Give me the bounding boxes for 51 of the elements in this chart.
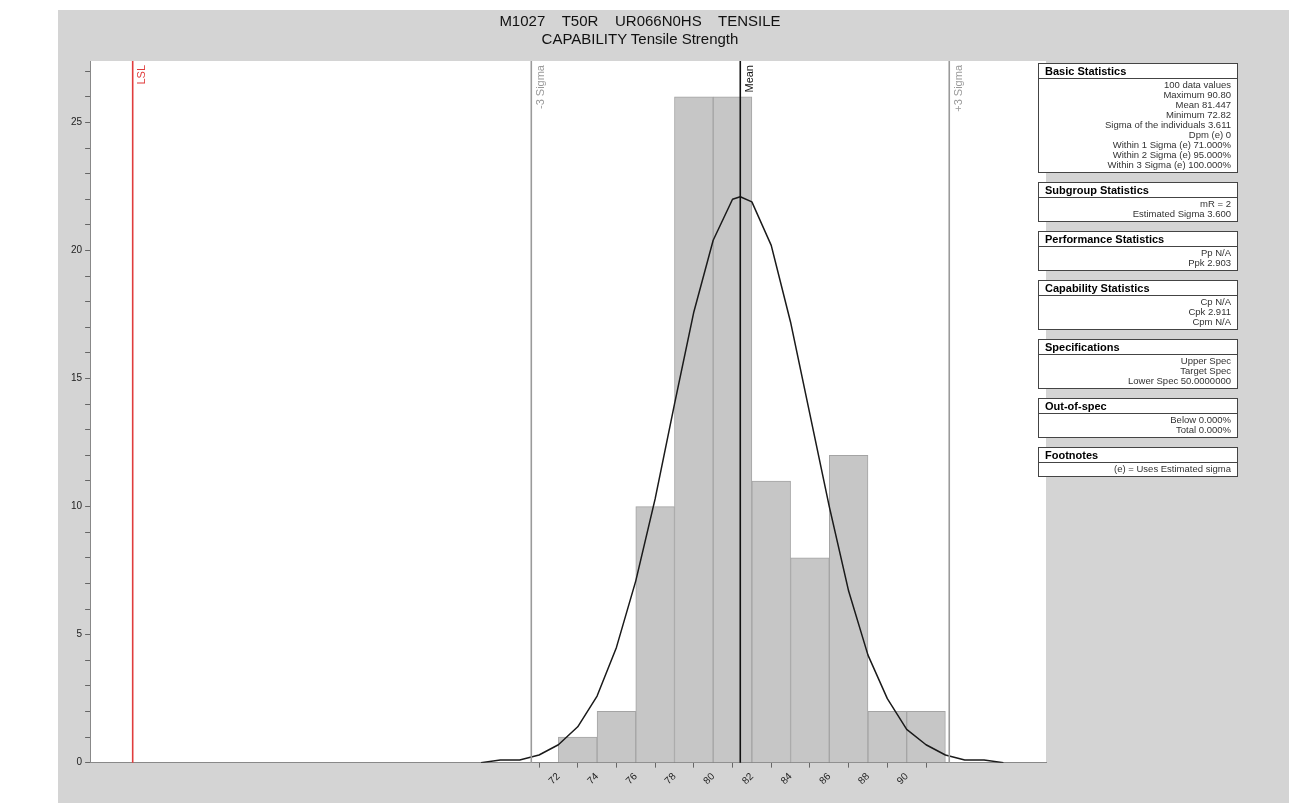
text: 100 data values — [1162, 79, 1231, 90]
x-tick-label: 80 — [700, 770, 717, 787]
text: Dpm (e) 0 — [1187, 129, 1231, 140]
text: Cpk 2.911 — [1187, 306, 1231, 317]
text: Within 1 Sigma (e) 71.000% — [1111, 139, 1231, 150]
text: Lower Spec 50.0000000 — [1127, 375, 1231, 386]
x-tick-label: 84 — [778, 770, 795, 787]
text: Footnotes — [1039, 448, 1237, 463]
text: Target Spec — [1179, 365, 1231, 376]
text: Below 0.000% — [1169, 414, 1231, 425]
x-tick-label: 88 — [855, 770, 872, 787]
text: Mean 81.447 — [1174, 99, 1231, 110]
text: Ppk 2.903 — [1187, 257, 1231, 268]
text: Upper Spec — [1179, 355, 1231, 366]
y-tick-label: 15 — [71, 372, 83, 384]
ref-line-label: Mean — [742, 65, 755, 93]
y-tick-label: 10 — [71, 500, 83, 512]
text: Basic Statistics — [1039, 64, 1237, 79]
text: (e) = Uses Estimated sigma — [1113, 463, 1231, 474]
text: Estimated Sigma 3.600 — [1131, 208, 1231, 219]
text: Performance Statistics — [1039, 232, 1237, 247]
text: Total 0.000% — [1175, 424, 1231, 435]
y-tick-label: 20 — [71, 244, 83, 256]
chart-subtitle: CAPABILITY Tensile Strength — [540, 30, 740, 48]
text: Minimum 72.82 — [1165, 109, 1231, 120]
ref-line-label: +3 Sigma — [951, 64, 964, 112]
ref-line-label: -3 Sigma — [533, 64, 546, 110]
chart-title: M1027 T50R UR066N0HS TENSILE — [498, 12, 782, 30]
y-tick-label: 25 — [71, 116, 83, 128]
text: Cpm N/A — [1192, 316, 1231, 327]
ref-line-label: LSL — [135, 65, 148, 85]
x-tick-label: 76 — [623, 770, 640, 787]
x-tick-label: 82 — [739, 770, 756, 787]
x-tick-label: 90 — [894, 770, 911, 787]
text: Within 2 Sigma (e) 95.000% — [1111, 149, 1231, 160]
x-tick-label: 72 — [546, 770, 563, 787]
text: Cp N/A — [1199, 296, 1231, 307]
x-tick-label: 78 — [662, 770, 679, 787]
text: Pp N/A — [1199, 247, 1231, 258]
text: Out-of-spec — [1039, 399, 1237, 414]
text: Sigma of the individuals 3.611 — [1103, 119, 1231, 130]
x-tick-label: 86 — [817, 770, 833, 787]
y-tick-label: 5 — [76, 628, 83, 640]
text: Specifications — [1039, 340, 1237, 355]
x-tick-label: 74 — [584, 770, 601, 787]
text: Subgroup Statistics — [1039, 183, 1237, 198]
text: Within 3 Sigma (e) 100.000% — [1106, 159, 1231, 170]
text: Capability Statistics — [1039, 281, 1237, 296]
text: Maximum 90.80 — [1162, 89, 1231, 100]
y-tick-label: 0 — [76, 756, 83, 768]
text: mR = 2 — [1199, 198, 1231, 209]
